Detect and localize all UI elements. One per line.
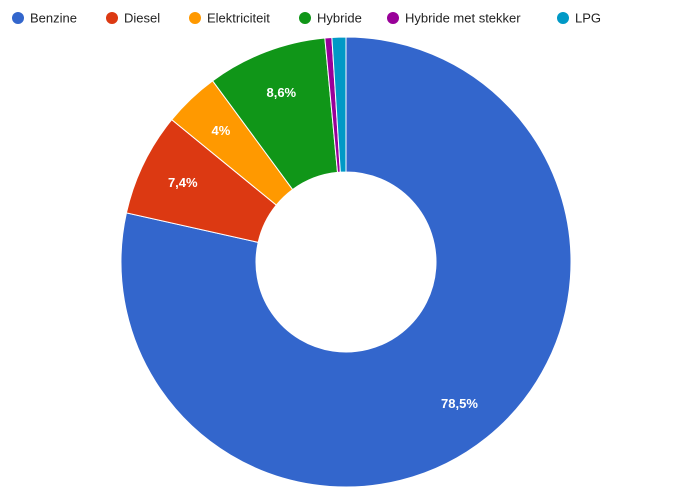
slice-lpg (331, 36, 347, 173)
legend-swatch-hybride-met-stekker (387, 12, 399, 24)
slice-benzine (120, 36, 572, 488)
legend-label-lpg: LPG (575, 11, 601, 26)
slice-label-diesel: 7,4% (168, 175, 198, 190)
legend-label-benzine: Benzine (30, 11, 77, 26)
legend-label-elektriciteit: Elektriciteit (207, 11, 270, 26)
legend-item-diesel: Diesel (106, 11, 160, 26)
slice-label-benzine: 78,5% (441, 396, 478, 411)
chart-legend: Benzine Diesel Elektriciteit Hybride Hybride… (12, 11, 601, 26)
legend-swatch-benzine (12, 12, 24, 24)
legend-swatch-hybride (299, 12, 311, 24)
chart-slice-labels: 78,5% 7,4% 4% 8,6% (168, 85, 478, 411)
legend-item-hybride: Hybride (299, 11, 362, 26)
legend-swatch-elektriciteit (189, 12, 201, 24)
legend-swatch-lpg (557, 12, 569, 24)
legend-item-hybride-met-stekker: Hybride met stekker (387, 11, 521, 26)
chart-slices (120, 36, 572, 488)
legend-label-hybride: Hybride (317, 11, 362, 26)
legend-item-lpg: LPG (557, 11, 601, 26)
legend-item-benzine: Benzine (12, 11, 77, 26)
legend-swatch-diesel (106, 12, 118, 24)
legend-item-elektriciteit: Elektriciteit (189, 11, 270, 26)
legend-label-hybride-met-stekker: Hybride met stekker (405, 11, 521, 26)
slice-label-hybride: 8,6% (266, 85, 296, 100)
slice-label-elektriciteit: 4% (212, 123, 231, 138)
legend-label-diesel: Diesel (124, 11, 160, 26)
